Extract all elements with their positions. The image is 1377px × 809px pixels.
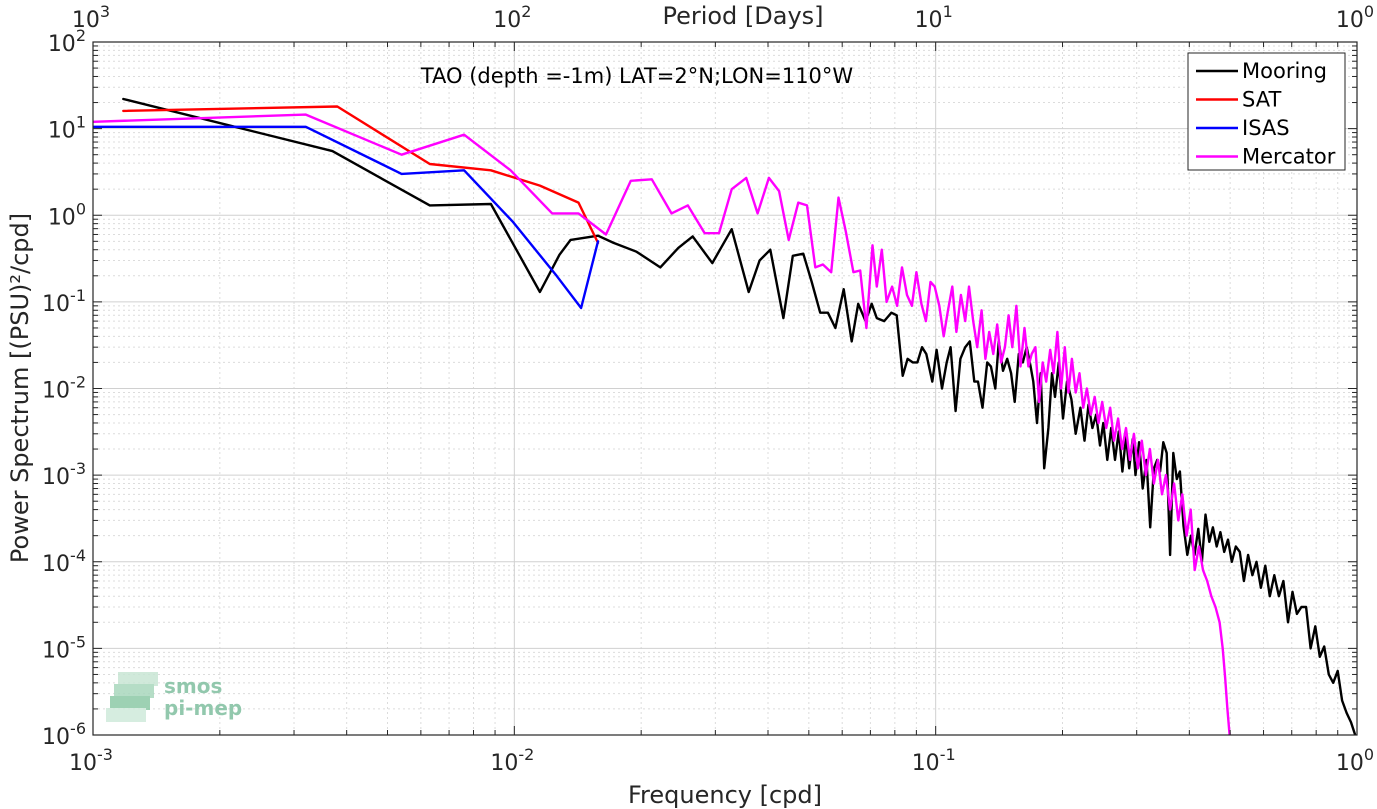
- x-tick-labels: 10-3 10-2 10-1 100: [69, 745, 1374, 776]
- series-layer: [93, 97, 1357, 735]
- chart-title: TAO (depth =-1m) LAT=2°N;LON=110°W: [420, 64, 854, 88]
- x-axis-label: Frequency [cpd]: [628, 781, 822, 809]
- smos-pimep-logo: smos pi-mep: [106, 672, 242, 722]
- series-line-mercator: [93, 113, 1231, 735]
- series-line-sat: [122, 105, 600, 245]
- minor-grid: [93, 42, 1357, 735]
- y-tick-label: 10-5: [42, 632, 86, 663]
- period-tick-label: 101: [915, 2, 953, 33]
- y-tick-label: 102: [48, 26, 86, 57]
- y-tick-label: 10-2: [42, 373, 86, 404]
- y-tick-label: 101: [48, 113, 86, 144]
- legend-label-mercator: Mercator: [1242, 145, 1336, 169]
- x-tick-label: 10-3: [69, 745, 113, 776]
- x-tick-label: 10-2: [490, 745, 534, 776]
- legend-label-mooring: Mooring: [1242, 59, 1327, 83]
- tick-marks: [92, 41, 1358, 736]
- period-tick-label: 102: [493, 2, 531, 33]
- y-tick-label: 100: [48, 199, 86, 230]
- y-tick-labels: 102 101 100 10-1 10-2 10-3 10-4 10-5 10-6: [42, 26, 86, 750]
- series-line-isas: [93, 125, 600, 310]
- period-tick-label: 100: [1336, 2, 1374, 33]
- y-tick-label: 10-4: [42, 546, 86, 577]
- legend: Mooring SAT ISAS Mercator: [1187, 52, 1346, 171]
- y-tick-label: 10-6: [42, 719, 86, 750]
- x-tick-label: 10-1: [912, 745, 956, 776]
- y-tick-label: 10-1: [42, 286, 86, 317]
- y-tick-label: 10-3: [42, 459, 86, 490]
- period-axis-label: Period [Days]: [662, 2, 823, 30]
- logo-mark-icon: [106, 672, 158, 722]
- legend-label-sat: SAT: [1242, 88, 1281, 112]
- legend-entries: Mooring SAT ISAS Mercator: [1196, 59, 1336, 169]
- period-tick-label: 103: [72, 2, 110, 33]
- legend-label-isas: ISAS: [1242, 116, 1290, 140]
- logo-text-pimep: pi-mep: [164, 696, 242, 720]
- x-tick-label: 100: [1336, 745, 1374, 776]
- period-tick-labels: 103 102 101 100: [72, 2, 1374, 33]
- y-axis-label: Power Spectrum [(PSU)²/cpd]: [6, 213, 34, 563]
- legend-box: [1187, 52, 1346, 171]
- logo-text-smos: smos: [164, 674, 222, 698]
